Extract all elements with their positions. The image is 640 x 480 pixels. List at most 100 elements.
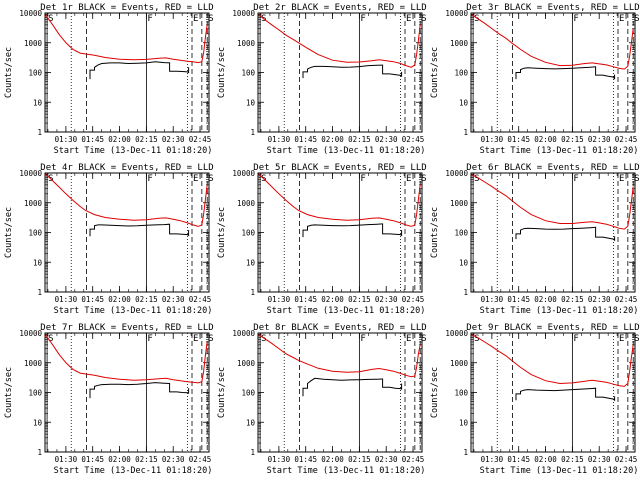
marker-label: F bbox=[573, 14, 578, 24]
plot-frame bbox=[44, 332, 210, 453]
marker-label: S bbox=[208, 334, 213, 344]
series-events bbox=[515, 387, 616, 402]
y-tick-label: 1 bbox=[37, 288, 42, 297]
x-tick-label: 02:15 bbox=[348, 295, 371, 304]
series-lld bbox=[471, 173, 634, 230]
marker-label: S bbox=[208, 14, 213, 24]
series-lld bbox=[471, 13, 634, 70]
y-tick-label: 1 bbox=[37, 128, 42, 137]
panel-8: Det 8r BLACK = Events, RED = LLD 1 10 100 10… bbox=[217, 323, 427, 476]
x-tick-label: 02:45 bbox=[615, 295, 638, 304]
x-axis-label: Start Time (13-Dec-11 01:18:20) bbox=[267, 466, 426, 476]
y-tick-label: 1000 bbox=[450, 199, 469, 208]
series-events bbox=[89, 61, 190, 80]
marker-label: E bbox=[193, 334, 198, 344]
x-tick-label: 02:15 bbox=[135, 295, 158, 304]
x-tick-label: 01:30 bbox=[481, 295, 504, 304]
y-tick-label: 1 bbox=[250, 448, 255, 457]
marker-label: S bbox=[634, 14, 639, 24]
marker-label: E bbox=[406, 334, 411, 344]
y-tick-label: 100 bbox=[454, 229, 468, 238]
series-lld bbox=[258, 333, 421, 378]
x-tick-label: 02:30 bbox=[162, 135, 185, 144]
y-axis-label: Counts/sec bbox=[430, 47, 440, 98]
series-lld bbox=[258, 14, 421, 68]
marker-label: S bbox=[474, 14, 479, 24]
y-tick-label: 10 bbox=[33, 98, 43, 107]
x-tick-label: 01:30 bbox=[55, 135, 78, 144]
x-tick-label: 02:00 bbox=[108, 455, 131, 464]
x-axis-label: Start Time (13-Dec-11 01:18:20) bbox=[267, 146, 426, 156]
marker-label: F bbox=[147, 334, 152, 344]
y-tick-label: 10000 bbox=[19, 169, 42, 178]
y-tick-label: 1000 bbox=[237, 359, 256, 368]
y-tick-label: 10 bbox=[459, 98, 469, 107]
x-tick-label: 01:30 bbox=[268, 455, 291, 464]
series-lld bbox=[471, 333, 634, 387]
x-tick-label: 02:45 bbox=[402, 295, 425, 304]
series-lld bbox=[258, 173, 421, 227]
marker-label: E bbox=[193, 174, 198, 184]
y-axis-label: Counts/sec bbox=[217, 207, 227, 258]
panel-9: Det 9r BLACK = Events, RED = LLD 1 10 100 10… bbox=[430, 323, 640, 476]
marker-label: S bbox=[261, 334, 266, 344]
series-events bbox=[89, 223, 190, 237]
marker-label: E bbox=[406, 174, 411, 184]
x-tick-label: 02:45 bbox=[189, 295, 212, 304]
x-tick-label: 02:30 bbox=[588, 135, 611, 144]
y-tick-label: 100 bbox=[454, 69, 468, 78]
panel-7: Det 7r BLACK = Events, RED = LLD 1 10 100 10… bbox=[4, 323, 214, 476]
x-tick-label: 02:45 bbox=[615, 135, 638, 144]
panel-3: Det 3r BLACK = Events, RED = LLD 1 10 100 10… bbox=[430, 3, 640, 156]
x-tick-label: 02:30 bbox=[162, 295, 185, 304]
y-tick-label: 100 bbox=[241, 69, 255, 78]
y-tick-label: 1000 bbox=[237, 199, 256, 208]
marker-label: S bbox=[421, 334, 426, 344]
x-axis-label: Start Time (13-Dec-11 01:18:20) bbox=[54, 146, 213, 156]
marker-label: S bbox=[48, 334, 53, 344]
y-tick-label: 100 bbox=[241, 389, 255, 398]
x-tick-label: 02:30 bbox=[375, 455, 398, 464]
x-tick-label: 02:30 bbox=[588, 295, 611, 304]
panel-2: Det 2r BLACK = Events, RED = LLD 1 10 100 10… bbox=[217, 3, 427, 156]
x-tick-label: 01:30 bbox=[55, 455, 78, 464]
plot-frame bbox=[44, 12, 210, 133]
x-axis-label: Start Time (13-Dec-11 01:18:20) bbox=[480, 306, 639, 316]
x-axis-label: Start Time (13-Dec-11 01:18:20) bbox=[267, 306, 426, 316]
panel-title: Det 3r BLACK = Events, RED = LLD bbox=[466, 3, 639, 13]
y-tick-label: 1000 bbox=[24, 359, 43, 368]
x-tick-label: 01:45 bbox=[294, 295, 317, 304]
series-lld bbox=[45, 173, 208, 227]
x-tick-label: 01:30 bbox=[481, 135, 504, 144]
x-tick-label: 01:45 bbox=[507, 295, 530, 304]
x-axis-label: Start Time (13-Dec-11 01:18:20) bbox=[54, 306, 213, 316]
y-tick-label: 10000 bbox=[19, 329, 42, 338]
x-tick-label: 02:45 bbox=[402, 455, 425, 464]
plot-frame bbox=[470, 172, 636, 293]
marker-label: S bbox=[421, 14, 426, 24]
marker-label: F bbox=[147, 174, 152, 184]
y-tick-label: 1 bbox=[463, 128, 468, 137]
y-tick-label: 100 bbox=[28, 389, 42, 398]
x-tick-label: 02:45 bbox=[189, 135, 212, 144]
plot-frame bbox=[257, 12, 423, 133]
x-axis-label: Start Time (13-Dec-11 01:18:20) bbox=[54, 466, 213, 476]
y-axis-label: Counts/sec bbox=[4, 367, 14, 418]
y-tick-label: 10 bbox=[33, 418, 43, 427]
marker-label: F bbox=[360, 14, 365, 24]
y-tick-label: 100 bbox=[28, 229, 42, 238]
y-tick-label: 1 bbox=[250, 288, 255, 297]
y-axis-label: Counts/sec bbox=[430, 367, 440, 418]
marker-label: S bbox=[474, 174, 479, 184]
x-tick-label: 02:00 bbox=[534, 455, 557, 464]
x-tick-label: 02:45 bbox=[615, 455, 638, 464]
x-tick-label: 02:00 bbox=[321, 295, 344, 304]
x-tick-label: 02:00 bbox=[321, 455, 344, 464]
marker-label: E bbox=[619, 14, 624, 24]
x-tick-label: 02:00 bbox=[534, 135, 557, 144]
plot-frame bbox=[257, 172, 423, 293]
x-tick-label: 01:30 bbox=[268, 295, 291, 304]
x-tick-label: 02:00 bbox=[321, 135, 344, 144]
panel-5: Det 5r BLACK = Events, RED = LLD 1 10 100 10… bbox=[217, 163, 427, 316]
marker-label: S bbox=[474, 334, 479, 344]
